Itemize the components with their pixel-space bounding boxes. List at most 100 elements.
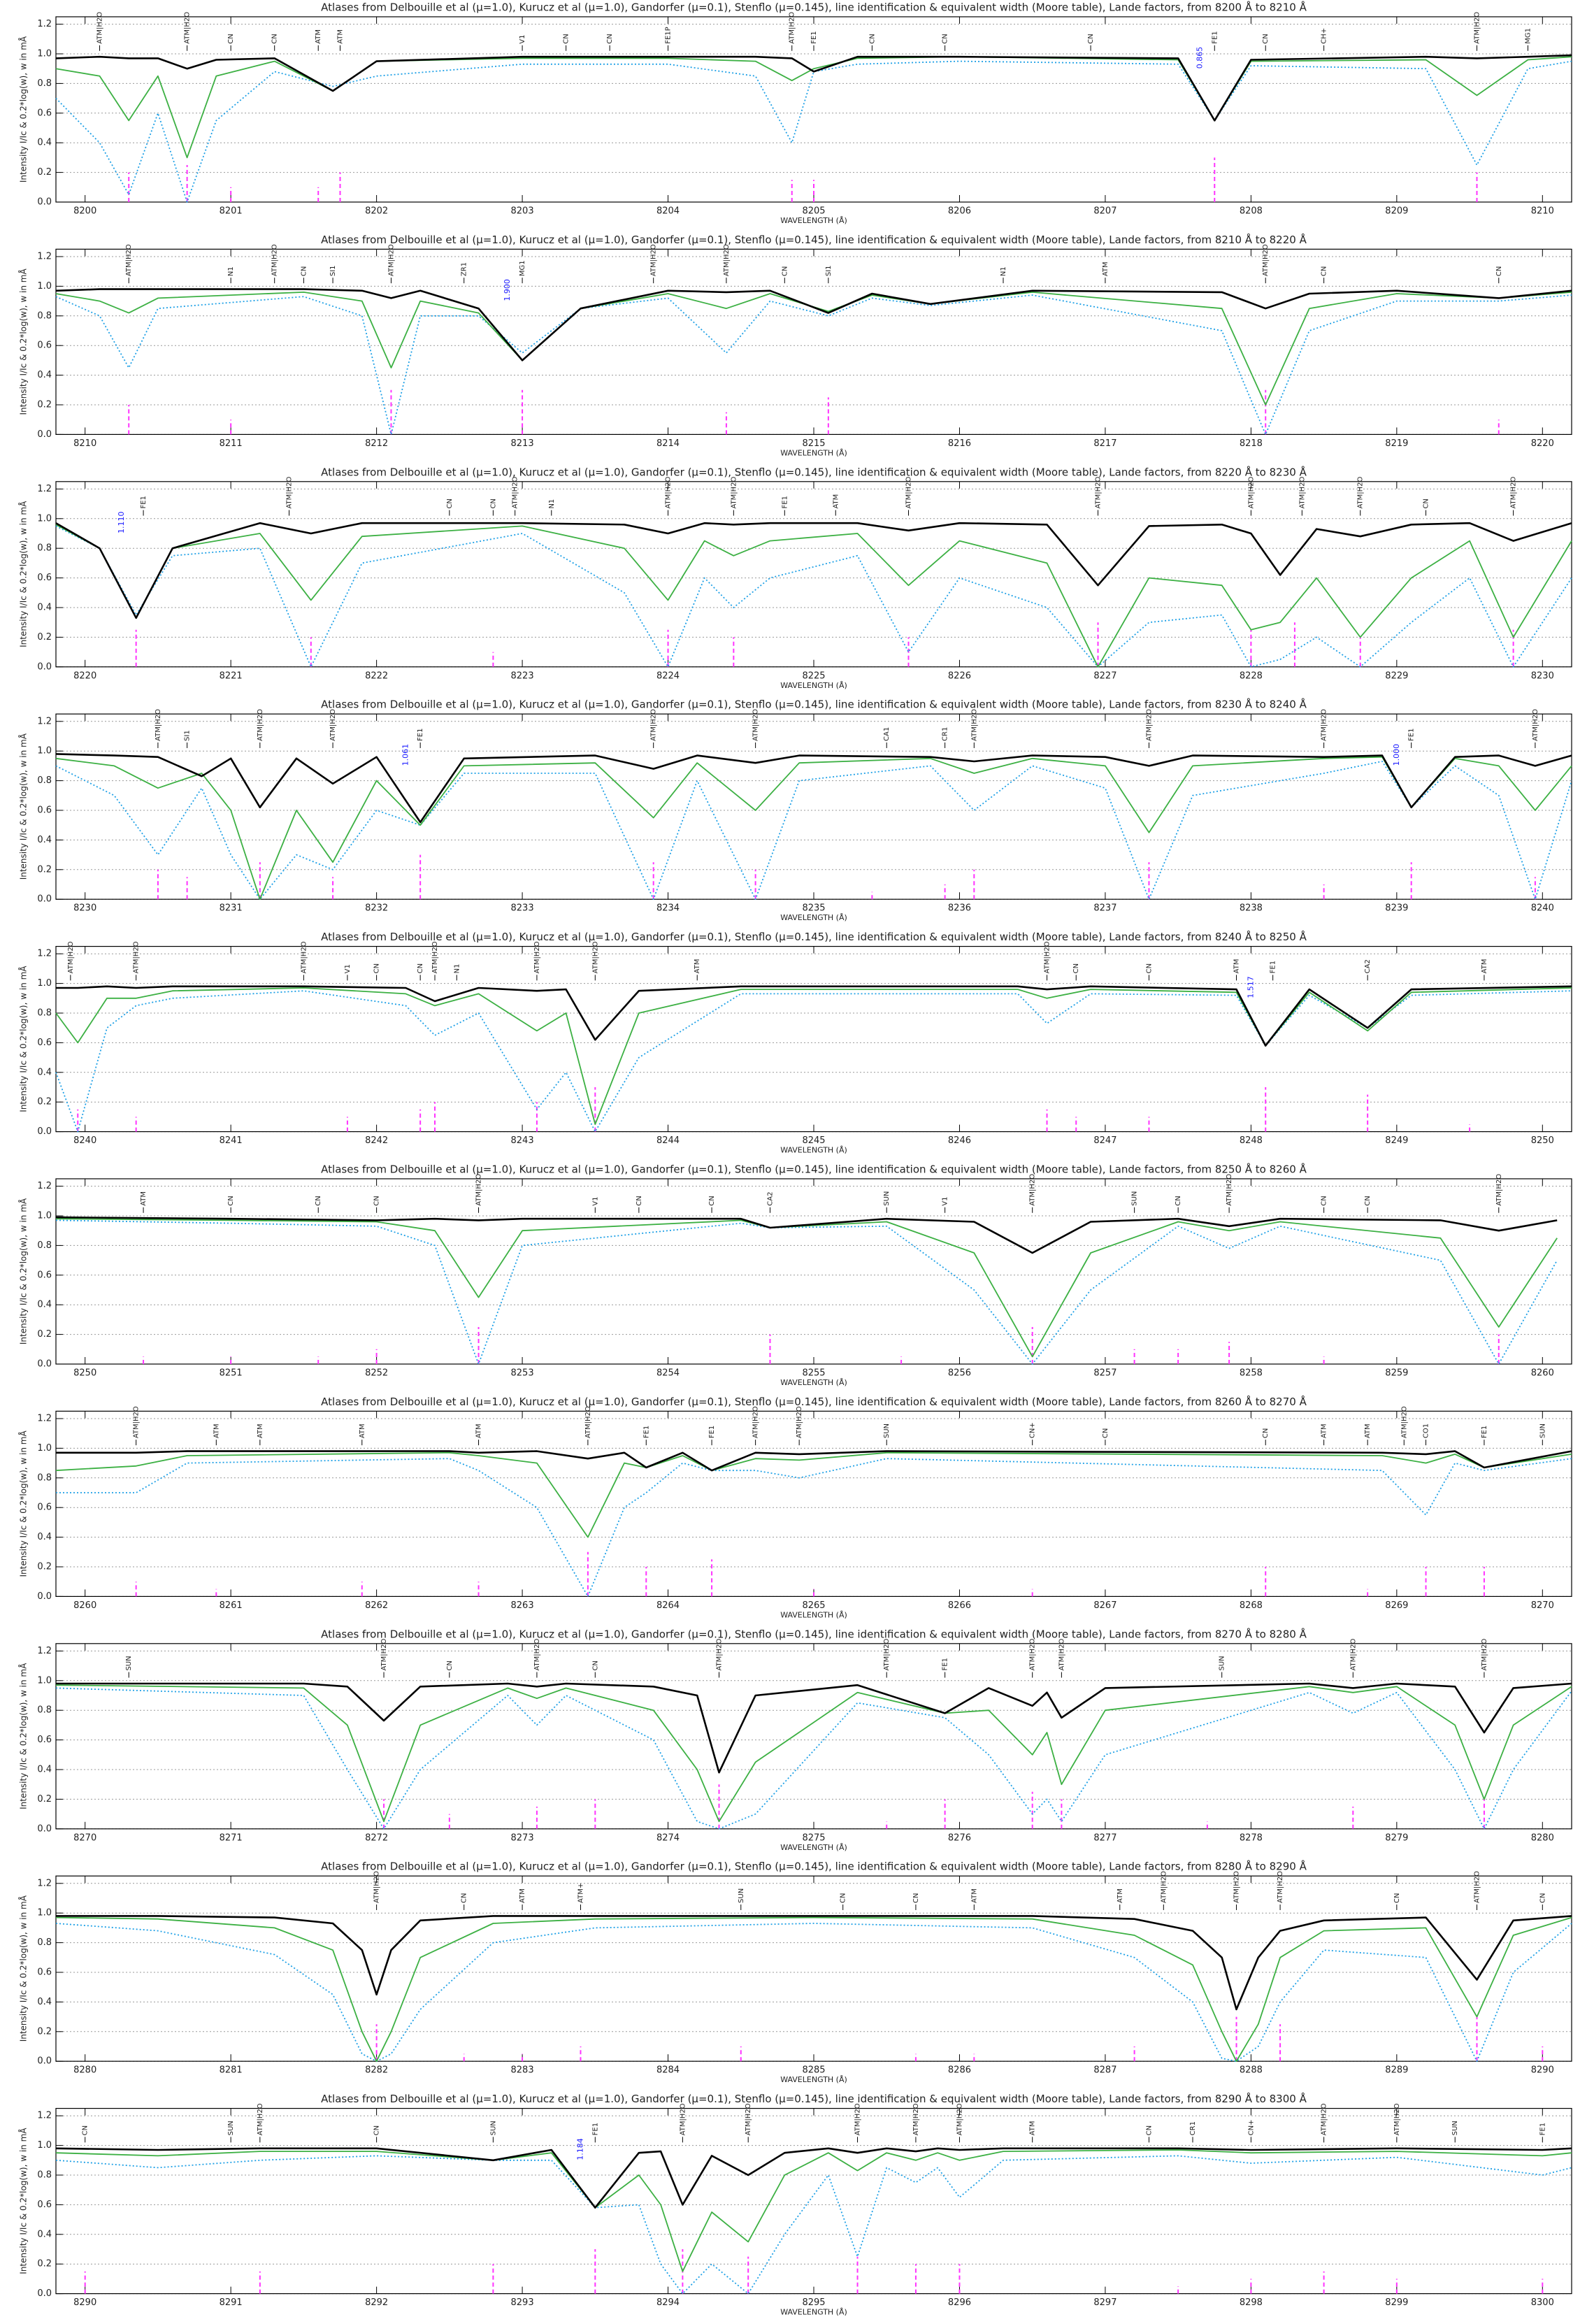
x-tick-label: 8280 [1531,1832,1554,1843]
spectrum-line [55,56,1572,159]
y-tick-label: 0.6 [37,1502,52,1513]
x-tick-label: 8274 [656,1832,680,1843]
x-tick-label: 8203 [511,206,534,217]
line-id: SUN [125,1656,133,1670]
line-id: CN [446,498,454,508]
line-id: ATM [694,959,701,974]
line-id: ATM [213,1423,220,1438]
spectrum-line [55,292,1572,406]
y-axis-label: Intensity I/Ic & 0.2*log(w), w in mÅ [18,36,29,182]
spectrum-line [55,1216,1558,1254]
y-tick-label: 0.6 [37,340,52,351]
y-tick-label: 0.6 [37,1038,52,1048]
line-id: ATM|H2O [475,1174,483,1206]
line-id: ATM|H2O [431,941,439,973]
panel: Atlases from Delbouille et al (μ=1.0), K… [18,1860,1572,2084]
x-tick-label: 8246 [948,1135,971,1146]
plot-frame [55,481,1572,668]
spectrum-line [56,1458,1572,1598]
line-id: ATM|H2O [96,12,104,44]
x-tick-label: 8253 [511,1368,534,1379]
x-tick-label: 8220 [1531,438,1554,449]
line-id: CN [417,963,424,973]
line-id: ATM|H2O [380,1639,388,1671]
lande-factor: 1.000 [1392,744,1401,766]
x-tick-label: 8235 [802,903,825,914]
spectrum-line [55,1687,1572,1830]
line-id: CO1 [1423,1423,1430,1438]
line-id: FE1 [1211,31,1219,43]
line-id: CN [489,498,497,508]
y-tick-label: 1.2 [37,19,52,29]
y-tick-label: 0.4 [37,1067,52,1077]
y-tick-label: 0.4 [37,138,52,148]
y-tick-label: 1.0 [37,49,52,59]
x-tick-label: 8212 [365,438,388,449]
y-tick-label: 1.2 [37,949,52,959]
x-tick-label: 8227 [1093,670,1116,681]
spectrum-line [55,1684,1572,1823]
panel: Atlases from Delbouille et al (μ=1.0), K… [18,1627,1572,1852]
y-tick-label: 1.0 [37,281,52,292]
x-tick-label: 8261 [220,1600,243,1611]
x-tick-label: 8201 [220,206,243,217]
line-id: CN [563,34,570,43]
line-id: CN+ [1029,1422,1037,1438]
line-id: CN [1145,2125,1153,2135]
x-tick-label: 8286 [948,2065,971,2076]
line-id: ATM|H2O [1058,1639,1065,1671]
x-tick-label: 8258 [1240,1368,1263,1379]
x-tick-label: 8292 [365,2297,388,2308]
y-tick-label: 0.8 [37,1937,52,1948]
spectrum-line [55,524,1572,668]
line-id: ATM|H2O [133,1406,141,1438]
chart-title: Atlases from Delbouille et al (μ=1.0), K… [321,1860,1307,1873]
y-tick-label: 1.0 [37,1443,52,1454]
line-id: CN [781,266,789,276]
y-axis-label: Intensity I/Ic & 0.2*log(w), w in mÅ [18,2128,29,2274]
x-tick-label: 8257 [1093,1368,1116,1379]
y-tick-label: 1.0 [37,1908,52,1918]
y-tick-label: 0.0 [37,661,52,672]
x-tick-label: 8264 [656,1600,680,1611]
x-tick-label: 8219 [1385,438,1408,449]
y-axis-label: Intensity I/Ic & 0.2*log(w), w in mÅ [18,1198,29,1344]
x-tick-label: 8267 [1093,1600,1116,1611]
line-id: N1 [1000,266,1007,276]
line-id: CN [82,2125,89,2135]
line-id: ATM|H2O [716,1639,724,1671]
line-id: ATM|H2O [1262,244,1270,276]
spectrum-line [55,1451,1572,1538]
y-tick-label: 0.4 [37,370,52,380]
line-id: ATM|H2O [1474,1871,1481,1903]
line-id: ATM|H2O [1160,1871,1168,1903]
y-tick-label: 0.8 [37,1472,52,1483]
line-id: ATM|H2O [650,709,658,741]
x-tick-label: 8238 [1240,903,1263,914]
x-tick-label: 8270 [1531,1600,1554,1611]
x-tick-label: 8294 [656,2297,680,2308]
lande-factor: 1.110 [117,512,126,534]
line-id: ATM|H2O [1277,1871,1284,1903]
line-id: CN [300,266,308,276]
line-id: CN [1393,1893,1401,1902]
line-id: SUN [1539,1423,1546,1438]
y-tick-label: 0.2 [37,1097,52,1107]
spectrum-line [56,985,1572,1047]
line-id: CH+ [1321,28,1328,44]
x-tick-label: 8240 [1531,903,1554,914]
x-axis-label: WAVELENGTH (Å) [780,1610,847,1619]
x-tick-label: 8282 [365,2065,388,2076]
x-tick-label: 8228 [1240,670,1263,681]
y-axis-label: Intensity I/Ic & 0.2*log(w), w in mÅ [18,501,29,647]
x-tick-label: 8210 [73,438,96,449]
y-axis-label: Intensity I/Ic & 0.2*log(w), w in mÅ [18,1895,29,2042]
x-tick-label: 8263 [511,1600,534,1611]
x-tick-label: 8281 [220,2065,243,2076]
y-tick-label: 0.2 [37,864,52,875]
line-id: FE1 [1481,1426,1488,1438]
x-tick-label: 8269 [1385,1600,1408,1611]
x-tick-label: 8244 [656,1135,680,1146]
plot-frame [55,1875,1572,2062]
x-tick-label: 8287 [1093,2065,1116,2076]
